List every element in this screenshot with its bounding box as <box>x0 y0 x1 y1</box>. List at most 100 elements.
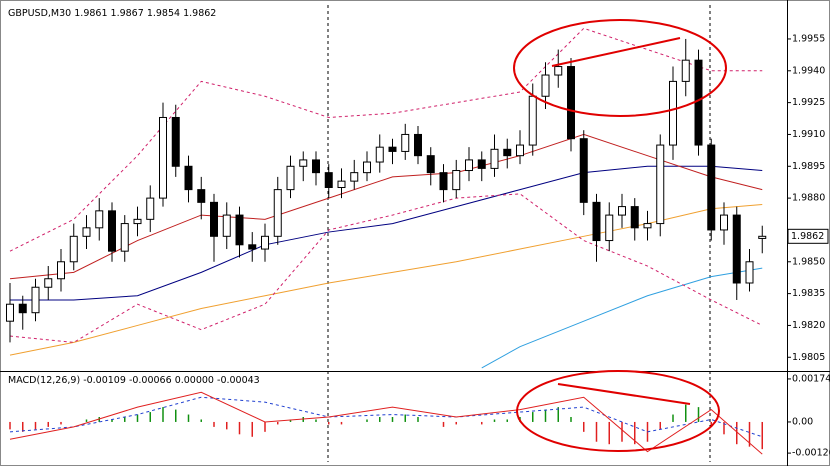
plot: 1.9862 <box>6 27 829 455</box>
indicator-line <box>9 391 763 455</box>
candle-body <box>95 210 104 229</box>
candle-body <box>720 214 728 231</box>
candle-body <box>108 210 116 252</box>
candle-body <box>732 214 741 284</box>
candle-body <box>388 146 397 152</box>
candle-body <box>528 95 537 146</box>
macd-readout: -0.00066 <box>129 375 172 386</box>
candle-body <box>171 116 180 167</box>
candle-body <box>6 303 14 322</box>
candle-body <box>337 180 346 189</box>
candle-body <box>312 159 320 174</box>
candle-body <box>605 214 614 242</box>
symbol: GBPUSD,M30 <box>8 8 71 19</box>
indicator-line <box>9 193 763 343</box>
candle-body <box>286 165 295 191</box>
macd-name: MACD(12,26,9) <box>8 375 80 386</box>
y-tick-label: 1.9940 <box>792 65 825 76</box>
candle-body <box>222 214 231 237</box>
y-tick-label: 1.9955 <box>792 33 825 44</box>
candle-body <box>426 155 435 174</box>
candle-body <box>681 59 690 82</box>
candle-body <box>414 133 422 157</box>
candle-body <box>69 235 78 263</box>
indicator-line <box>10 165 763 301</box>
annotation-ellipse <box>516 370 720 452</box>
candle-body <box>477 159 486 169</box>
candle-body <box>273 189 282 237</box>
candle-body <box>44 278 53 288</box>
y-tick-label: 0.00174 <box>792 373 830 384</box>
candle-body <box>516 144 524 157</box>
candle-body <box>758 235 767 239</box>
candle-body <box>120 223 129 252</box>
candle-body <box>656 144 665 225</box>
candle-body <box>197 189 206 203</box>
indicator-line <box>9 396 763 438</box>
candle-body <box>592 201 601 242</box>
candle-body <box>363 161 371 174</box>
candle-body <box>18 303 27 314</box>
y-tick-label: 1.9880 <box>792 193 825 204</box>
candle-body <box>31 286 40 314</box>
candle-body <box>184 165 193 191</box>
candle-body <box>57 261 65 280</box>
y-tick-label: 1.9910 <box>792 129 825 140</box>
candle-body <box>133 218 142 225</box>
candle-body <box>375 146 384 163</box>
candle-body <box>567 66 575 140</box>
y-tick-label: 1.9895 <box>792 161 825 172</box>
candle-body <box>490 148 499 169</box>
ohlc-close: 1.9862 <box>183 8 216 19</box>
chart-title: GBPUSD,M30 1.9861 1.9867 1.9854 1.9862 <box>8 8 216 19</box>
candle-body <box>643 223 652 229</box>
candle-body <box>299 159 308 167</box>
candle-body <box>745 261 754 284</box>
candle-body <box>350 172 359 182</box>
indicator-line <box>481 267 763 369</box>
candle-body <box>452 170 461 191</box>
y-tick-label: 1.9820 <box>792 320 825 331</box>
candle-body <box>694 59 703 146</box>
y-tick-label: 0.00 <box>792 416 813 427</box>
annotation-ellipse <box>513 19 727 117</box>
candle-body <box>465 159 473 172</box>
candle-body <box>554 66 563 76</box>
candle-body <box>707 144 716 231</box>
candle-body <box>82 227 91 237</box>
y-tick-label: 1.9925 <box>792 97 825 108</box>
candle-body <box>669 80 677 146</box>
last-price-box <box>787 228 829 244</box>
macd-readout: 0.00000 <box>175 375 214 386</box>
candle-body <box>146 197 155 220</box>
candle-body <box>235 214 244 246</box>
ohlc-open: 1.9861 <box>74 8 107 19</box>
candle-body <box>541 74 550 97</box>
y-tick-label: 1.9805 <box>792 352 825 363</box>
candle-body <box>503 148 512 157</box>
y-tick-label: 1.9835 <box>792 288 825 299</box>
indicator-line <box>9 133 763 280</box>
candle-body <box>618 206 626 216</box>
candle-body <box>159 116 167 199</box>
candle-body <box>210 201 218 237</box>
annotation-line <box>557 383 691 405</box>
indicator-title: MACD(12,26,9) -0.00109 -0.00066 0.00000 … <box>8 375 260 386</box>
y-tick-label: -0.00126 <box>792 448 830 459</box>
macd-readout: -0.00109 <box>83 375 126 386</box>
candle-body <box>261 235 269 250</box>
candle-body <box>579 138 588 203</box>
macd-readout: -0.00043 <box>217 375 260 386</box>
annotation-line <box>551 37 681 67</box>
ohlc-low: 1.9854 <box>147 8 180 19</box>
candle-body <box>630 206 639 229</box>
ohlc-high: 1.9867 <box>111 8 144 19</box>
candle-body <box>324 172 333 189</box>
candle-body <box>439 172 448 191</box>
candle-body <box>248 244 257 250</box>
y-tick-label: 1.9850 <box>792 256 825 267</box>
last-price-label: 1.9862 <box>791 231 824 242</box>
candle-body <box>401 133 410 152</box>
